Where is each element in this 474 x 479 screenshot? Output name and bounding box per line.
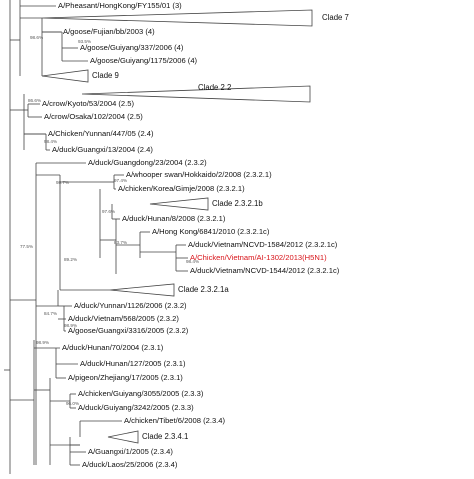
bootstrap-value: 83.7% xyxy=(114,240,127,245)
taxon-label: A/duck/Guangxi/13/2004 (2.4) xyxy=(52,145,153,154)
taxon-label: A/chicken/Korea/Gimje/2008 (2.3.2.1) xyxy=(118,184,245,193)
taxon-label: A/duck/Vietnam/NCVD-1544/2012 (2.3.2.1c) xyxy=(190,266,340,275)
taxon-label: A/Chicken/Vietnam/AI-1302/2013(H5N1) xyxy=(190,253,327,262)
taxon-label: A/duck/Laos/25/2006 (2.3.4) xyxy=(82,460,178,469)
taxon-label: A/crow/Osaka/102/2004 (2.5) xyxy=(44,112,143,121)
taxon-label: A/goose/Guiyang/1175/2006 (4) xyxy=(90,56,198,65)
clade-label: Clade 2.2 xyxy=(198,83,231,92)
bootstrap-value: 98.9% xyxy=(64,323,77,328)
clade-label: Clade 9 xyxy=(92,71,119,80)
taxon-label: A/Guangxi/1/2005 (2.3.4) xyxy=(88,447,173,456)
taxon-label: A/Hong Kong/6841/2010 (2.3.2.1c) xyxy=(152,227,270,236)
clade-label: Clade 2.3.2.1b xyxy=(212,199,263,208)
taxon-label: A/duck/Hunan/70/2004 (2.3.1) xyxy=(62,343,164,352)
collapsed-clade xyxy=(81,85,311,103)
taxon-label: A/duck/Guiyang/3242/2005 (2.3.3) xyxy=(78,403,194,412)
taxon-label: A/pigeon/Zhejiang/17/2005 (2.3.1) xyxy=(68,373,183,382)
bootstrap-value: 98.4% xyxy=(186,259,199,264)
taxon-label: A/goose/Fujian/bb/2003 (4) xyxy=(63,27,155,36)
collapsed-clade xyxy=(41,9,313,27)
clade-label: Clade 2.3.2.1a xyxy=(178,285,229,294)
bootstrap-value: 84.7% xyxy=(44,311,57,316)
bootstrap-value: 98.9% xyxy=(36,340,49,345)
taxon-label: A/chicken/Guiyang/3055/2005 (2.3.3) xyxy=(78,389,204,398)
bootstrap-value: 98.6% xyxy=(30,35,43,40)
collapsed-clade xyxy=(149,197,209,211)
bootstrap-value: 96.0% xyxy=(66,401,79,406)
taxon-label: A/goose/Guangxi/3316/2005 (2.3.2) xyxy=(68,326,189,335)
taxon-label: A/duck/Hunan/8/2008 (2.3.2.1) xyxy=(122,214,226,223)
bootstrap-value: 98.7% xyxy=(56,180,69,185)
collapsed-clade xyxy=(109,283,175,297)
bootstrap-value: 77.5% xyxy=(20,244,33,249)
clade-label: Clade 7 xyxy=(322,13,349,22)
bootstrap-value: 97.4% xyxy=(114,178,127,183)
taxon-label: A/whooper swan/Hokkaido/2/2008 (2.3.2.1) xyxy=(126,170,272,179)
taxon-label: A/Pheasant/HongKong/FY155/01 (3) xyxy=(58,1,182,10)
bootstrap-value: 86.6% xyxy=(28,98,41,103)
taxon-label: A/duck/Vietnam/568/2005 (2.3.2) xyxy=(68,314,179,323)
clade-label: Clade 2.3.4.1 xyxy=(142,432,188,441)
taxon-label: A/duck/Yunnan/1126/2006 (2.3.2) xyxy=(74,301,187,310)
taxon-label: A/Chicken/Yunnan/447/05 (2.4) xyxy=(48,129,154,138)
taxon-label: A/duck/Vietnam/NCVD-1584/2012 (2.3.2.1c) xyxy=(188,240,338,249)
collapsed-clade xyxy=(41,69,89,83)
taxon-label: A/crow/Kyoto/53/2004 (2.5) xyxy=(42,99,134,108)
taxon-label: A/goose/Guiyang/337/2006 (4) xyxy=(80,43,184,52)
taxon-label: A/chicken/Tibet/6/2008 (2.3.4) xyxy=(124,416,225,425)
bootstrap-value: 97.6% xyxy=(102,209,115,214)
bootstrap-value: 98.4% xyxy=(44,139,57,144)
collapsed-clade xyxy=(107,430,139,444)
taxon-label: A/duck/Guangdong/23/2004 (2.3.2) xyxy=(88,158,207,167)
bootstrap-value: 93.5% xyxy=(78,39,91,44)
bootstrap-value: 89.2% xyxy=(64,257,77,262)
taxon-label: A/duck/Hunan/127/2005 (2.3.1) xyxy=(80,359,186,368)
